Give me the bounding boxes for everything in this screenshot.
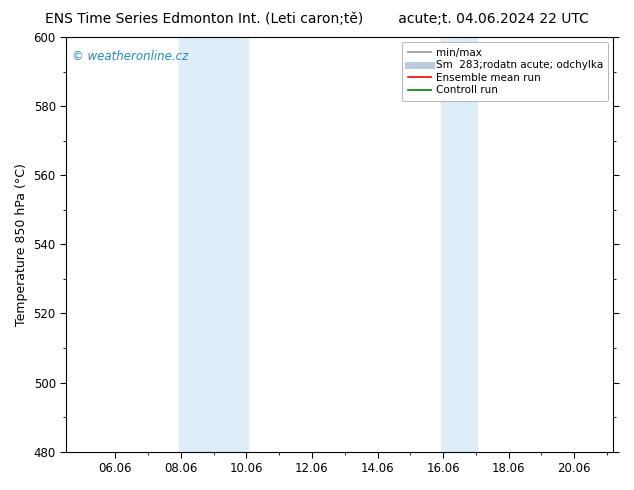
Legend: min/max, Sm  283;rodatn acute; odchylka, Ensemble mean run, Controll run: min/max, Sm 283;rodatn acute; odchylka, … — [403, 42, 608, 100]
Text: ENS Time Series Edmonton Int. (Leti caron;tě)        acute;t. 04.06.2024 22 UTC: ENS Time Series Edmonton Int. (Leti caro… — [45, 12, 589, 26]
Text: © weatheronline.cz: © weatheronline.cz — [72, 49, 188, 63]
Bar — [179, 37, 248, 452]
Bar — [441, 37, 477, 452]
Y-axis label: Temperature 850 hPa (°C): Temperature 850 hPa (°C) — [15, 163, 28, 326]
